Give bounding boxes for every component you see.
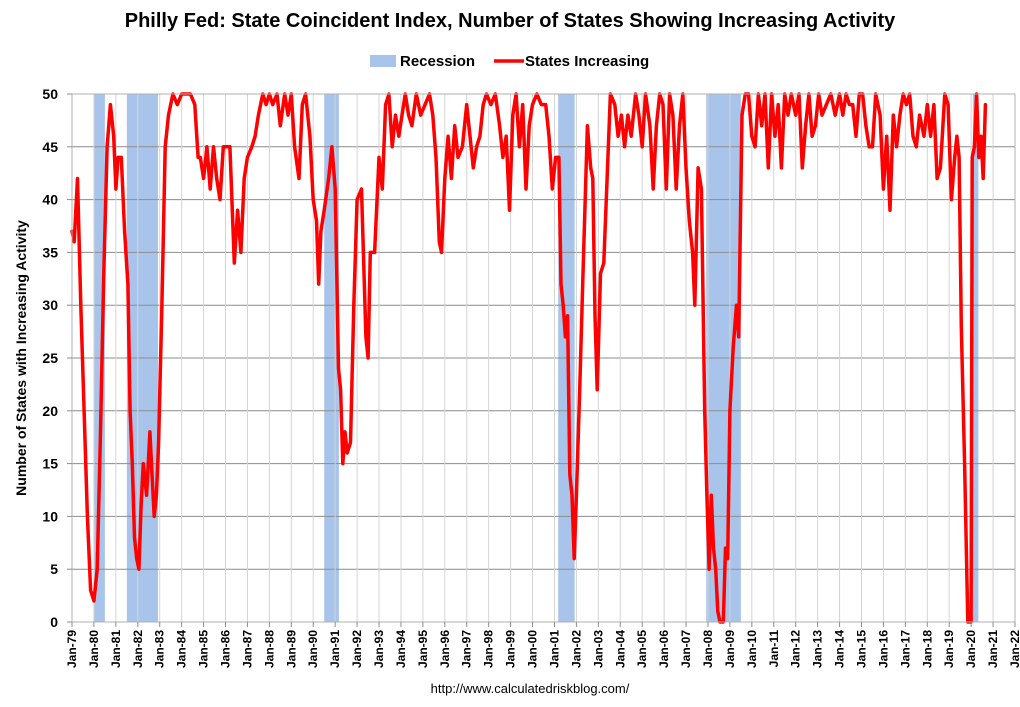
x-tick-label: Jan-19: [942, 630, 956, 668]
y-tick-label: 15: [42, 456, 58, 472]
series-lines: [70, 92, 988, 624]
x-tick-label: Jan-12: [789, 630, 803, 668]
legend-label-recession: Recession: [400, 53, 475, 70]
x-tick-label: Jan-00: [526, 630, 540, 668]
x-tick-label: Jan-82: [131, 630, 145, 668]
y-tick-label: 45: [42, 139, 58, 155]
x-tick-label: Jan-94: [394, 630, 408, 668]
x-tick-label: Jan-96: [438, 630, 452, 668]
x-tick-label: Jan-18: [920, 630, 934, 668]
x-tick-label: Jan-92: [350, 630, 364, 668]
x-tick-label: Jan-01: [547, 630, 561, 668]
gridlines: [71, 93, 1016, 623]
y-tick-label: 50: [42, 86, 58, 102]
series-line-1: [70, 92, 988, 624]
y-tick-label: 10: [42, 508, 58, 524]
y-tick-label: 35: [42, 244, 58, 260]
x-tick-label: Jan-85: [197, 630, 211, 668]
legend-label-states: States Increasing: [525, 53, 649, 70]
x-tick-label: Jan-21: [986, 630, 1000, 668]
y-tick-label: 25: [42, 350, 58, 366]
x-tick-label: Jan-89: [284, 630, 298, 668]
x-tick-label: Jan-09: [723, 630, 737, 668]
y-tick-label: 40: [42, 192, 58, 208]
source-note: http://www.calculatedriskblog.com/: [430, 681, 630, 696]
x-tick-label: Jan-20: [964, 630, 978, 668]
x-tick-label: Jan-95: [416, 630, 430, 668]
y-tick-label: 5: [50, 561, 58, 577]
x-tick-label: Jan-79: [65, 630, 79, 668]
y-tick-label: 20: [42, 403, 58, 419]
x-tick-label: Jan-22: [1008, 630, 1020, 668]
x-tick-label: Jan-99: [504, 630, 518, 668]
x-tick-label: Jan-84: [175, 630, 189, 668]
x-tick-label: Jan-90: [306, 630, 320, 668]
x-tick-label: Jan-08: [701, 630, 715, 668]
x-tick-label: Jan-15: [854, 630, 868, 668]
x-tick-label: Jan-06: [657, 630, 671, 668]
y-axis: 0 5 10 15 20 25 30 35 40 45 50: [42, 86, 72, 630]
legend-swatch-recession: [370, 55, 396, 67]
x-tick-label: Jan-05: [635, 630, 649, 668]
x-tick-label: Jan-17: [898, 630, 912, 668]
x-tick-label: Jan-04: [613, 630, 627, 668]
y-tick-label: 0: [50, 614, 58, 630]
x-tick-label: Jan-02: [569, 630, 583, 668]
y-axis-label: Number of States with Increasing Activit…: [13, 220, 29, 496]
x-tick-label: Jan-13: [811, 630, 825, 668]
x-tick-label: Jan-81: [109, 630, 123, 668]
x-tick-label: Jan-88: [262, 630, 276, 668]
chart-title: Philly Fed: State Coincident Index, Numb…: [124, 10, 896, 32]
x-tick-label: Jan-97: [460, 630, 474, 668]
legend: Recession States Increasing: [370, 53, 649, 70]
x-tick-label: Jan-98: [482, 630, 496, 668]
x-tick-label: Jan-87: [240, 630, 254, 668]
x-tick-label: Jan-16: [876, 630, 890, 668]
x-tick-label: Jan-10: [745, 630, 759, 668]
x-tick-label: Jan-80: [87, 630, 101, 668]
x-tick-label: Jan-03: [591, 630, 605, 668]
x-tick-label: Jan-91: [328, 630, 342, 668]
x-tick-label: Jan-07: [679, 630, 693, 668]
x-tick-label: Jan-14: [833, 630, 847, 668]
y-tick-label: 30: [42, 297, 58, 313]
x-axis: Jan-79 Jan-80 Jan-81 Jan-82 Jan-83 Jan-84 Jan-…: [65, 622, 1020, 668]
x-tick-label: Jan-86: [219, 630, 233, 668]
x-tick-label: Jan-11: [767, 630, 781, 668]
x-tick-label: Jan-93: [372, 630, 386, 668]
x-tick-label: Jan-83: [153, 630, 167, 668]
